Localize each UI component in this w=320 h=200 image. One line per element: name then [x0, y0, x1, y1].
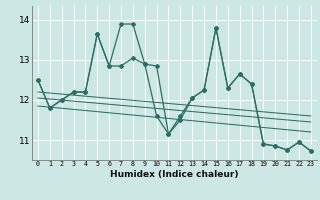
X-axis label: Humidex (Indice chaleur): Humidex (Indice chaleur) [110, 170, 239, 179]
